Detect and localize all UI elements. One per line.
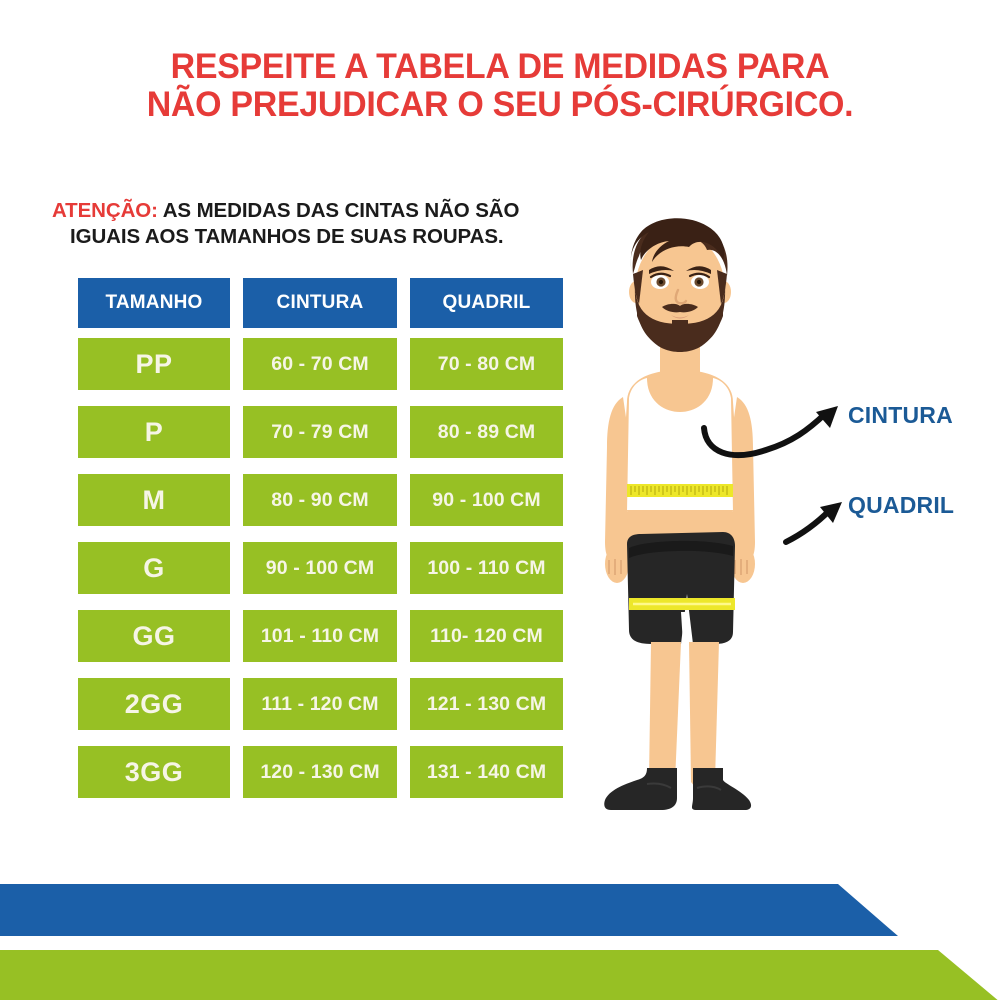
table-row: PP 60 - 70 CM 70 - 80 CM (78, 338, 563, 390)
cell-quadril: 110- 120 CM (410, 610, 563, 662)
cell-tamanho: P (78, 406, 230, 458)
cell-tamanho: 2GG (78, 678, 230, 730)
bottom-decorative-bars (0, 870, 1000, 1002)
cell-quadril: 70 - 80 CM (410, 338, 563, 390)
male-body-illustration (565, 212, 795, 852)
cell-tamanho: GG (78, 610, 230, 662)
cell-quadril: 131 - 140 CM (410, 746, 563, 798)
column-header-quadril: QUADRIL (410, 278, 563, 328)
table-row: G 90 - 100 CM 100 - 110 CM (78, 542, 563, 594)
table-row: 2GG 111 - 120 CM 121 - 130 CM (78, 678, 563, 730)
attention-text-line-1: AS MEDIDAS DAS CINTAS NÃO SÃO (157, 199, 520, 222)
table-row: P 70 - 79 CM 80 - 89 CM (78, 406, 563, 458)
size-table: TAMANHO CINTURA QUADRIL PP 60 - 70 CM 70… (78, 278, 563, 814)
attention-text-line-2: IGUAIS AOS TAMANHOS DE SUAS ROUPAS. (70, 225, 504, 248)
cell-quadril: 100 - 110 CM (410, 542, 563, 594)
cell-tamanho: G (78, 542, 230, 594)
column-header-tamanho: TAMANHO (78, 278, 230, 328)
title-line-1: RESPEITE A TABELA DE MEDIDAS PARA (170, 47, 830, 86)
cell-tamanho: 3GG (78, 746, 230, 798)
table-row: M 80 - 90 CM 90 - 100 CM (78, 474, 563, 526)
cell-cintura: 70 - 79 CM (243, 406, 397, 458)
callout-label-quadril: QUADRIL (848, 492, 955, 518)
waist-tape (627, 484, 733, 497)
cell-tamanho: M (78, 474, 230, 526)
title-line-2: NÃO PREJUDICAR O SEU PÓS-CIRÚRGICO. (146, 85, 854, 124)
cell-cintura: 101 - 110 CM (243, 610, 397, 662)
page-title: RESPEITE A TABELA DE MEDIDAS PARA NÃO PR… (0, 48, 1000, 124)
table-row: GG 101 - 110 CM 110- 120 CM (78, 610, 563, 662)
green-bar (0, 950, 1000, 1002)
cell-cintura: 90 - 100 CM (243, 542, 397, 594)
callout-label-cintura: CINTURA (848, 402, 953, 428)
cell-cintura: 60 - 70 CM (243, 338, 397, 390)
attention-label: ATENÇÃO: (52, 199, 158, 222)
cell-cintura: 80 - 90 CM (243, 474, 397, 526)
cell-cintura: 111 - 120 CM (243, 678, 397, 730)
cell-cintura: 120 - 130 CM (243, 746, 397, 798)
cell-tamanho: PP (78, 338, 230, 390)
attention-note: ATENÇÃO: AS MEDIDAS DAS CINTAS NÃO SÃO I… (52, 198, 652, 250)
cell-quadril: 80 - 89 CM (410, 406, 563, 458)
table-row: 3GG 120 - 130 CM 131 - 140 CM (78, 746, 563, 798)
cell-quadril: 90 - 100 CM (410, 474, 563, 526)
hip-tape (629, 598, 735, 610)
blue-bar (0, 884, 898, 936)
table-header-row: TAMANHO CINTURA QUADRIL (78, 278, 563, 328)
column-header-cintura: CINTURA (243, 278, 397, 328)
cell-quadril: 121 - 130 CM (410, 678, 563, 730)
callout-arrows (690, 390, 870, 550)
